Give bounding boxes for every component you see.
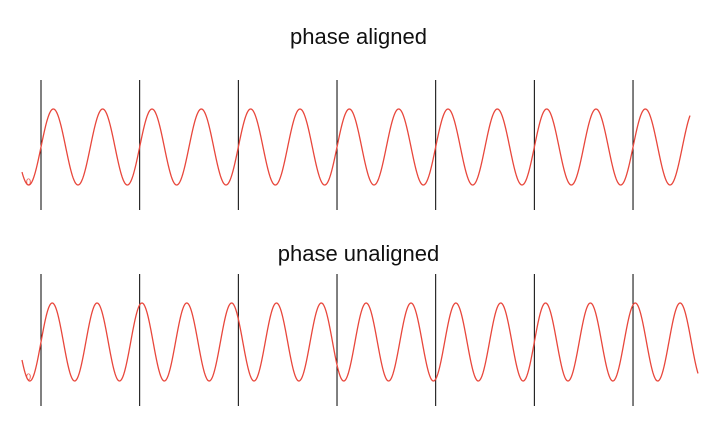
start-label: 0 [26,372,31,382]
panel-title-phase-unaligned: phase unaligned [277,241,440,266]
start-label: 0 [26,177,31,187]
phase-unaligned-panel: 0 [21,274,699,406]
panel-title-phase-aligned: phase aligned [289,24,427,49]
phase-aligned-panel: 0 [21,80,691,210]
sine-wave [21,108,691,186]
segment-markers [40,274,634,406]
sine-wave [21,302,699,382]
